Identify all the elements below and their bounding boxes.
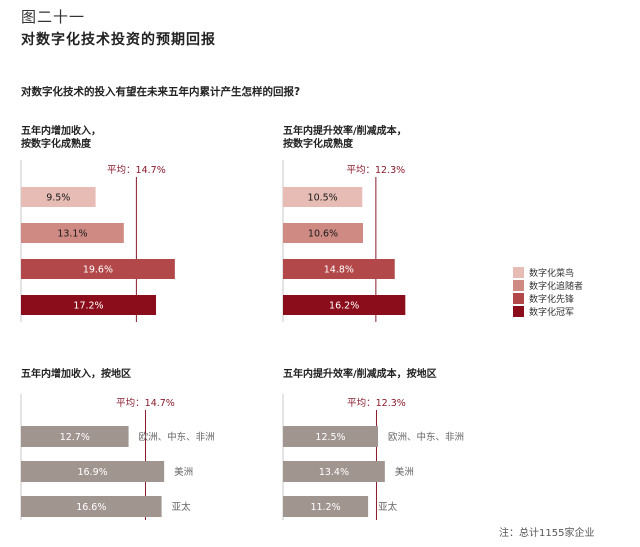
revenue-maturity-title-line-1: 按数字化成熟度 [21,137,92,150]
efficiency-maturity-bar-2 [283,259,395,279]
revenue-maturity-bar-0 [21,187,96,207]
maturity-legend: 数字化菜鸟 数字化追随者 数字化先锋 数字化冠军 [513,266,583,318]
revenue-maturity-value-label-2: 19.6% [83,265,113,276]
figure-title: 对数字化技术投资的预期回报 [21,32,216,48]
revenue-region-average-label: 平均：14.7% [116,397,175,409]
revenue-maturity-value-label-1: 13.1% [57,229,87,240]
legend-swatch-follower [513,280,524,291]
efficiency-maturity-bar-3 [283,295,406,315]
revenue-maturity-title-line-0: 五年内增加收入， [21,124,101,137]
efficiency-region-title-line-0: 五年内提升效率/削减成本，按地区 [283,367,437,380]
legend-label-pioneer: 数字化先锋 [529,295,575,305]
revenue-region-title-line-0: 五年内增加收入，按地区 [21,367,131,380]
revenue-region-bar-0 [21,426,129,447]
efficiency-region-average-label: 平均：12.3% [347,397,406,409]
legend-label-champion: 数字化冠军 [529,308,575,318]
survey-question: 对数字化技术的投入有望在未来五年内累计产生怎样的回报? [21,86,301,98]
legend-item-novice: 数字化菜鸟 [513,266,583,279]
legend-swatch-champion [513,306,524,317]
efficiency-maturity-value-label-2: 14.8% [324,265,354,276]
legend-label-novice: 数字化菜鸟 [529,269,575,279]
legend-item-champion: 数字化冠军 [513,305,583,318]
legend-swatch-novice [513,267,524,278]
efficiency-region-bar-2 [283,496,369,517]
revenue-maturity-bar-1 [21,223,124,243]
legend-item-follower: 数字化追随者 [513,279,583,292]
efficiency-region-category-label-0: 欧洲、中东、非洲 [388,431,464,443]
revenue-maturity-bar-2 [21,259,175,279]
revenue-maturity-value-label-0: 9.5% [46,193,70,204]
efficiency-maturity-average-label: 平均：12.3% [347,164,406,176]
revenue-maturity-average-label: 平均：14.7% [107,164,166,176]
revenue-region-category-label-2: 亚太 [172,501,192,513]
efficiency-region-bar-1 [283,461,385,482]
footnote: 注：总计1155家企业 [499,528,595,539]
efficiency-maturity-title-line-0: 五年内提升效率/削减成本， [283,124,407,137]
efficiency-maturity-value-label-3: 16.2% [329,301,359,312]
figure-label: 图二十一 [21,8,86,26]
efficiency-region-bar-0 [283,426,378,447]
revenue-region-bar-1 [21,461,165,482]
revenue-maturity-value-label-3: 17.2% [73,301,103,312]
efficiency-maturity-value-label-1: 10.6% [308,229,338,240]
legend-swatch-pioneer [513,293,524,304]
legend-label-follower: 数字化追随者 [529,282,584,292]
revenue-region-category-label-1: 美洲 [174,466,193,478]
efficiency-maturity-bar-0 [283,187,363,207]
efficiency-maturity-bar-1 [283,223,364,243]
legend-item-pioneer: 数字化先锋 [513,292,583,305]
efficiency-region-category-label-1: 美洲 [395,466,414,478]
revenue-maturity-bar-3 [21,295,157,315]
efficiency-region-value-label-2: 11.2% [310,502,340,513]
efficiency-region-value-label-0: 12.5% [315,432,345,443]
revenue-region-value-label-0: 12.7% [60,432,90,443]
efficiency-region-category-label-2: 亚太 [378,501,398,513]
efficiency-region-value-label-1: 13.4% [319,467,349,478]
efficiency-maturity-title-line-1: 按数字化成熟度 [283,137,354,150]
revenue-region-value-label-1: 16.9% [77,467,107,478]
revenue-region-bar-2 [21,496,162,517]
revenue-region-value-label-2: 16.6% [76,502,106,513]
efficiency-maturity-value-label-0: 10.5% [308,193,338,204]
revenue-region-category-label-0: 欧洲、中东、非洲 [139,431,215,443]
